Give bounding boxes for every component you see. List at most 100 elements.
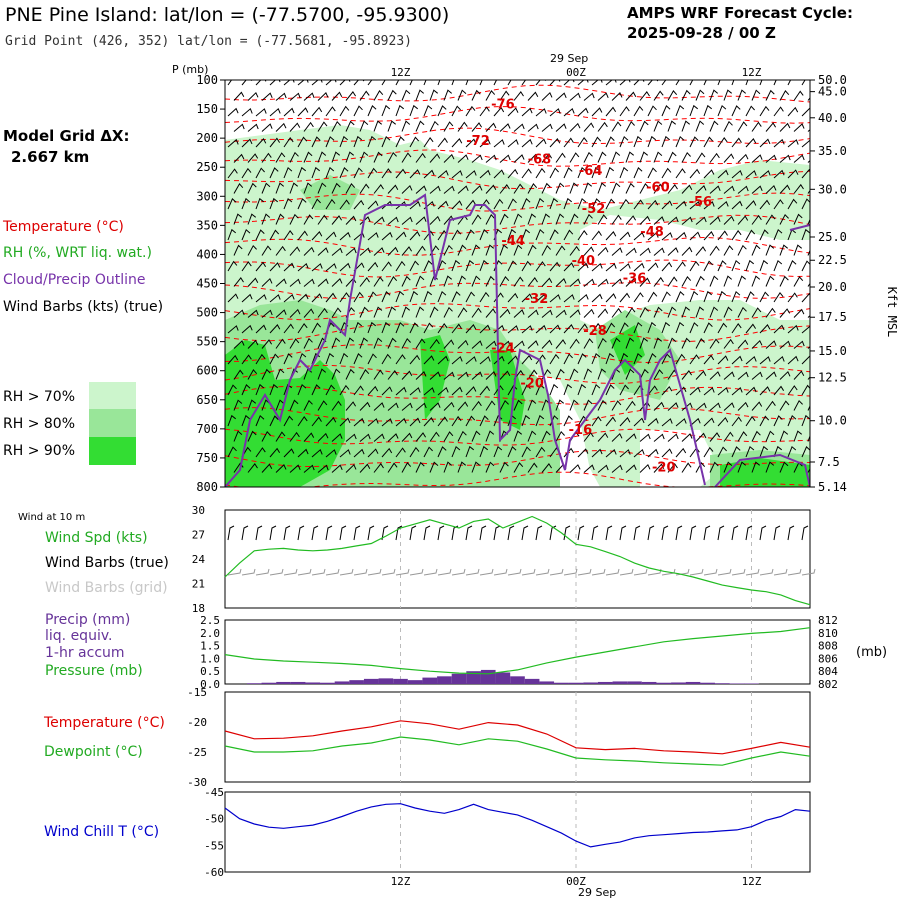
- wind-barb: [401, 337, 411, 349]
- wind-barb: [367, 105, 377, 117]
- legend-wind-speed: Wind Spd (kts): [45, 530, 148, 546]
- wind-chill-panel: -45 -50 -55 -60: [204, 786, 811, 879]
- wind-barb: [331, 182, 341, 194]
- wind-barb: [261, 152, 272, 163]
- wind-barb: [605, 384, 615, 396]
- wind-barb: [653, 183, 664, 194]
- temperature-line: [224, 720, 811, 755]
- wind-barb: [451, 105, 461, 117]
- wind-barb: [675, 291, 685, 303]
- wind-barb: [429, 306, 439, 318]
- wind-barb: [409, 201, 421, 210]
- wind-barb: [773, 291, 784, 303]
- wind-barb: [569, 338, 580, 349]
- wind-barb: [233, 153, 245, 163]
- wind-barb: [597, 464, 609, 473]
- wind-barb: [709, 402, 721, 411]
- wind-barb: [485, 461, 495, 473]
- kft-tick-label: 10.0: [818, 414, 847, 428]
- wind-barb: [801, 168, 810, 179]
- wind-barb: [717, 290, 727, 303]
- wind-barb-grid: [339, 568, 354, 576]
- wind-barb: [695, 337, 705, 349]
- wind-barb: [373, 306, 383, 318]
- wind-barb: [667, 90, 678, 101]
- wind-barb: [373, 216, 385, 225]
- wind-barb: [591, 166, 601, 179]
- temperature-panel: -15 -20 -25 -30: [187, 686, 811, 789]
- wind-barb: [793, 430, 803, 442]
- wind-barb: [569, 182, 579, 194]
- wind-barb: [381, 447, 393, 458]
- wind-barb: [373, 90, 384, 101]
- windchill-tick-label: -45: [204, 786, 224, 799]
- model-grid-label: Model Grid ΔX:: [3, 127, 130, 145]
- wind-barb: [499, 90, 510, 101]
- wind-barb: [367, 167, 378, 179]
- wind-barb: [731, 200, 743, 210]
- wind-barb: [583, 399, 593, 411]
- wind-barb: [353, 448, 365, 458]
- wind-barb: [485, 213, 495, 225]
- temperature-contour-label: -20: [652, 461, 676, 476]
- wind-barb: [227, 325, 239, 334]
- wind-barb: [275, 368, 285, 380]
- wind-barb: [457, 185, 469, 194]
- wind-barb: [731, 446, 741, 458]
- wind-barb: [667, 184, 678, 194]
- wind-barb: [653, 337, 663, 349]
- wind-barb: [233, 91, 245, 101]
- wind-barb: [633, 199, 644, 210]
- wind-barb: [605, 136, 615, 148]
- wind-barb: [647, 417, 659, 427]
- wind-barb: [591, 322, 602, 334]
- wind-barb: [303, 214, 314, 225]
- wind-barb: [367, 261, 379, 272]
- legend-rh: RH (%, WRT liq. wat.): [3, 245, 152, 261]
- wind-barb: [367, 448, 379, 458]
- wind-barb: [471, 89, 481, 101]
- temperature-contour-label: -16: [569, 423, 593, 438]
- wind-barb: [563, 229, 574, 241]
- wind-barb: [675, 447, 687, 458]
- wind-barb: [675, 231, 687, 241]
- wind-barb: [451, 200, 463, 210]
- wind-barb: [325, 352, 335, 365]
- wind-barb: [639, 463, 651, 473]
- wind-barb: [499, 213, 509, 225]
- wind-barb: [451, 80, 455, 86]
- gridpoint-label: Grid Point (426, 352) lat/lon = (-77.568…: [5, 34, 412, 49]
- temperature-contour: [225, 236, 810, 256]
- wind-barb: [703, 354, 715, 365]
- wind-barb: [275, 338, 286, 349]
- wind-barb: [695, 246, 707, 256]
- date-label-top: 29 Sep: [550, 52, 588, 65]
- temperature-contour-label: -52: [582, 202, 606, 217]
- wind-barb: [675, 321, 685, 334]
- wind-barb: [331, 464, 343, 473]
- wind-barb: [269, 262, 281, 272]
- wind-barb: [751, 401, 763, 411]
- wind-barb: [787, 169, 799, 179]
- wind-barb: [703, 290, 713, 303]
- wind-barb-true: [759, 525, 767, 541]
- wind-barb: [787, 324, 799, 334]
- wind-barb: [681, 120, 691, 132]
- wind-barb: [745, 259, 755, 272]
- wind-barb: [591, 107, 603, 117]
- wind-barb: [555, 245, 566, 256]
- wind-barb: [717, 416, 729, 427]
- wind-barb: [695, 306, 705, 318]
- wind-barb: [689, 386, 701, 396]
- wind-barb-grid: [773, 568, 788, 576]
- wind-barb: [513, 91, 524, 101]
- wind-barb: [647, 353, 657, 365]
- wind-barb: [373, 276, 384, 287]
- precip-bar: [495, 672, 511, 684]
- wind-barb: [695, 402, 707, 411]
- pressure-tick-label: 812: [818, 614, 838, 627]
- wind-barb: [255, 383, 265, 396]
- wind-barb: [521, 325, 533, 334]
- wind-barb: [731, 105, 741, 117]
- wind-barb: [317, 400, 328, 411]
